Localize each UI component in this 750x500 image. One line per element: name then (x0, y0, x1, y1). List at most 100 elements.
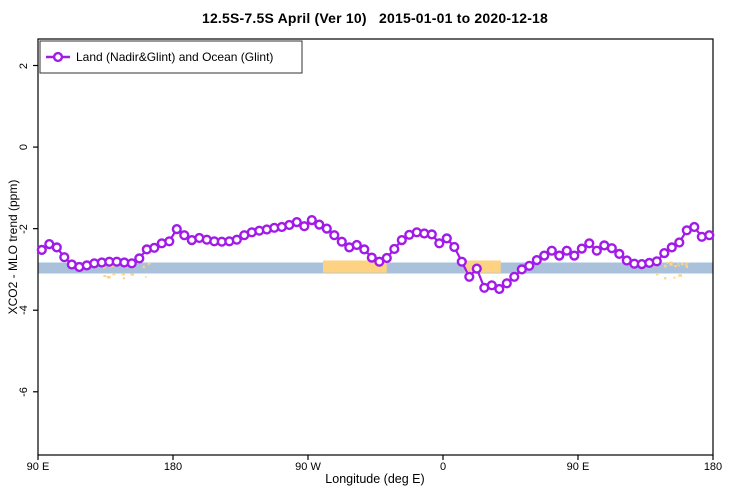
data-point-marker (351, 239, 362, 251)
data-point-marker (486, 280, 497, 291)
data-point-marker (321, 223, 332, 234)
x-axis-title: Longitude (deg E) (325, 472, 425, 486)
data-point-marker (51, 242, 62, 253)
land-speckle (675, 265, 678, 268)
data-point-marker (464, 271, 475, 282)
data-point-marker (441, 233, 452, 244)
land-speckle (680, 262, 684, 266)
data-point-marker (231, 234, 242, 245)
land-speckle (669, 263, 673, 266)
data-point-marker (381, 252, 392, 264)
data-point-marker (179, 230, 190, 241)
data-point-marker (36, 244, 47, 256)
land-speckle (142, 265, 145, 269)
data-point-marker (171, 224, 182, 235)
land-speckle (685, 262, 689, 264)
land-speckle (678, 264, 680, 267)
y-tick-label: 0 (18, 144, 30, 151)
data-point-marker (606, 243, 617, 254)
land-speckle (130, 273, 134, 276)
data-point-marker (674, 237, 685, 248)
data-point-marker (389, 243, 400, 255)
x-tick-label: 0 (439, 461, 447, 473)
land-band-segment (323, 260, 387, 273)
data-point-marker (546, 245, 557, 256)
land-speckle (147, 262, 151, 265)
y-tick-label: -4 (18, 305, 30, 316)
data-point-marker (704, 230, 715, 241)
data-point-marker (396, 235, 407, 246)
data-point-marker (561, 245, 572, 256)
data-point-marker (366, 252, 377, 263)
data-point-marker (666, 242, 677, 253)
data-point-marker (336, 236, 347, 247)
data-point-marker (291, 217, 302, 228)
land-speckle (121, 273, 126, 276)
data-point-marker (569, 250, 580, 261)
data-point-marker (591, 245, 602, 256)
land-speckle (666, 261, 669, 264)
data-point-marker (126, 258, 137, 269)
land-speckle (673, 276, 676, 279)
land-speckle (112, 273, 116, 276)
x-tick-label: 180 (703, 461, 723, 473)
data-point-marker (494, 283, 505, 295)
data-point-marker (509, 271, 520, 282)
data-point-marker (659, 248, 670, 259)
data-point-marker (471, 263, 482, 274)
data-point-marker (689, 221, 700, 233)
y-tick-label: 2 (18, 62, 30, 69)
data-series-layer (36, 215, 715, 295)
data-point-marker (374, 256, 385, 267)
land-speckle (655, 274, 659, 276)
data-point-marker (134, 253, 145, 264)
data-point-marker (449, 241, 460, 253)
page-title: 12.5S-7.5S April (Ver 10) 2015-01-01 to … (201, 10, 549, 26)
data-point-marker (584, 238, 595, 249)
data-point-marker (299, 221, 310, 232)
data-point-marker (554, 250, 565, 261)
data-point-marker (524, 260, 535, 271)
land-speckle (144, 276, 147, 278)
data-point-marker (149, 242, 160, 253)
data-point-marker (576, 243, 587, 254)
data-point-marker (651, 256, 662, 267)
data-point-marker (501, 278, 512, 289)
land-speckle (670, 261, 673, 264)
x-tick-label: 180 (163, 461, 183, 473)
legend-label: Land (Nadir&Glint) and Ocean (Glint) (76, 50, 274, 64)
legend-frame (39, 40, 303, 74)
data-point-marker (531, 255, 542, 266)
legend-marker-icon (52, 51, 64, 63)
x-tick-label: 90 E (26, 461, 50, 473)
data-point-marker (359, 244, 370, 255)
data-point-marker (59, 252, 70, 263)
land-speckle (664, 277, 667, 280)
land-speckle (677, 263, 680, 265)
data-point-marker (456, 256, 467, 267)
legend-box (39, 40, 303, 74)
land-speckle (684, 264, 688, 266)
land-speckle (664, 265, 667, 268)
land-speckle (685, 265, 689, 269)
land-speckle (103, 275, 107, 277)
land-speckle (106, 276, 111, 279)
y-tick-label: -6 (18, 386, 30, 397)
data-point-marker (426, 229, 437, 240)
data-point-marker (164, 236, 175, 247)
land-speckle (678, 274, 682, 277)
data-point-marker (314, 219, 325, 230)
land-speckle (103, 266, 106, 269)
y-tick-label: -2 (18, 223, 30, 234)
data-point-marker (434, 238, 445, 249)
data-point-marker (329, 230, 340, 241)
data-point-marker (539, 250, 550, 261)
x-tick-label: 90 E (566, 461, 590, 473)
data-point-marker (614, 248, 625, 260)
land-band-segment (464, 260, 501, 273)
x-tick-label: 90 W (295, 461, 321, 473)
land-speckle (122, 277, 125, 280)
data-point-marker (306, 215, 317, 226)
